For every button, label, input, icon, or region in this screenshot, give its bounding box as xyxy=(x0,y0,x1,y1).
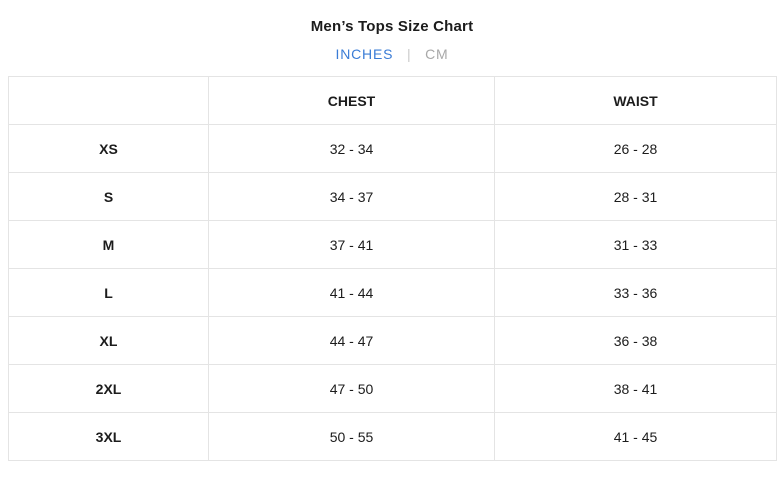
chest-value: 47 - 50 xyxy=(208,364,495,413)
waist-value: 31 - 33 xyxy=(494,220,777,269)
column-header-size xyxy=(8,76,209,125)
waist-value: 26 - 28 xyxy=(494,124,777,173)
size-label: S xyxy=(8,172,209,221)
table-row: XS 32 - 34 26 - 28 xyxy=(8,124,777,173)
unit-option-inches[interactable]: INCHES xyxy=(335,46,394,62)
table-row: S 34 - 37 28 - 31 xyxy=(8,172,777,221)
chest-value: 50 - 55 xyxy=(208,412,495,461)
unit-option-cm[interactable]: CM xyxy=(425,46,449,62)
waist-value: 38 - 41 xyxy=(494,364,777,413)
waist-value: 28 - 31 xyxy=(494,172,777,221)
unit-toggle-separator: | xyxy=(406,46,412,62)
header-row: CHEST WAIST xyxy=(8,76,777,125)
chest-value: 41 - 44 xyxy=(208,268,495,317)
page-title: Men’s Tops Size Chart xyxy=(310,18,474,35)
unit-toggle: INCHES | CM xyxy=(0,46,784,62)
column-header-waist: WAIST xyxy=(494,76,777,125)
waist-value: 41 - 45 xyxy=(494,412,777,461)
waist-value: 36 - 38 xyxy=(494,316,777,365)
table-row: M 37 - 41 31 - 33 xyxy=(8,220,777,269)
size-label: XL xyxy=(8,316,209,365)
size-chart-table: CHEST WAIST XS 32 - 34 26 - 28 S 34 - 37… xyxy=(8,76,777,461)
waist-value: 33 - 36 xyxy=(494,268,777,317)
size-label: XS xyxy=(8,124,209,173)
table-row: 2XL 47 - 50 38 - 41 xyxy=(8,364,777,413)
chest-value: 34 - 37 xyxy=(208,172,495,221)
chest-value: 37 - 41 xyxy=(208,220,495,269)
table-row: 3XL 50 - 55 41 - 45 xyxy=(8,412,777,461)
column-header-chest: CHEST xyxy=(208,76,495,125)
size-label: M xyxy=(8,220,209,269)
table-row: XL 44 - 47 36 - 38 xyxy=(8,316,777,365)
size-label: 3XL xyxy=(8,412,209,461)
size-label: L xyxy=(8,268,209,317)
size-label: 2XL xyxy=(8,364,209,413)
table-row: L 41 - 44 33 - 36 xyxy=(8,268,777,317)
chest-value: 32 - 34 xyxy=(208,124,495,173)
chest-value: 44 - 47 xyxy=(208,316,495,365)
